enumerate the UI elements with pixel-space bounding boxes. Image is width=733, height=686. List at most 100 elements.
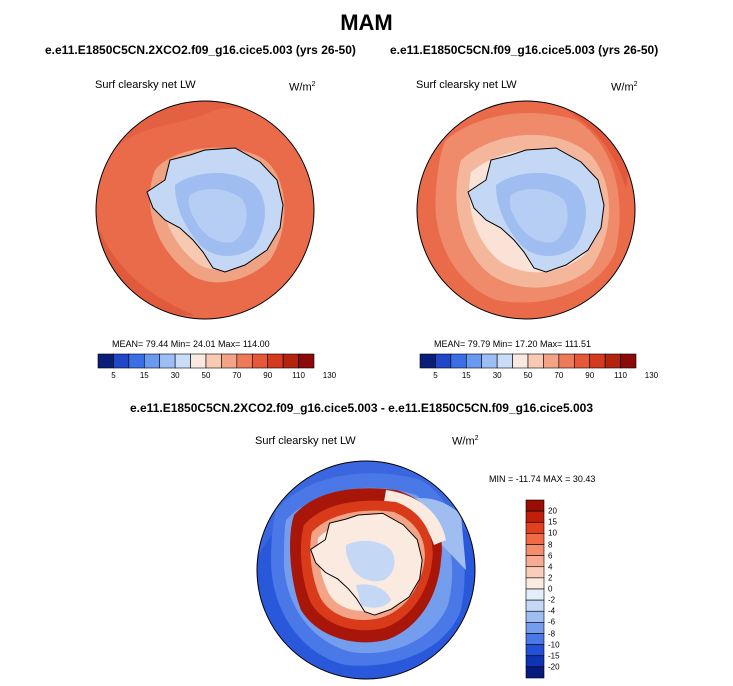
panel2-colorbar-box xyxy=(543,353,560,369)
panel3-coastline xyxy=(310,512,423,616)
panel1-units: W/m2 xyxy=(289,81,316,94)
panel3-colorbar-tick-label: 20 xyxy=(548,506,557,516)
panel2-colorbar-box xyxy=(589,353,606,369)
panel2-colorbar-box xyxy=(512,353,529,369)
panel2-coastline xyxy=(467,147,605,273)
panel2-colorbar-box xyxy=(465,353,483,369)
panel1-stats: MEAN= 79.44 Min= 24.01 Max= 114.00 xyxy=(112,339,270,349)
panel1-polar-map xyxy=(95,100,315,320)
panel3-colorbar-tick-label: -4 xyxy=(548,606,556,616)
panel3-colorbar-tick-label: -10 xyxy=(548,640,560,650)
panel3-colorbar-tick-label: -2 xyxy=(548,595,556,605)
panel3-colorbar-tick-label: -20 xyxy=(548,662,560,672)
panel2-title: e.e11.E1850C5CN.f09_g16.cice5.003 (yrs 2… xyxy=(390,43,659,57)
panel3-colorbar-tick-label: -8 xyxy=(548,629,556,638)
panel2-colorbar-box xyxy=(496,353,513,369)
panel2-colorbar-tick-label: 15 xyxy=(461,371,471,380)
panel3-title: e.e11.E1850C5CN.2XCO2.f09_g16.cice5.003 … xyxy=(130,401,593,415)
panel2-colorbar-box xyxy=(573,353,591,369)
panel1-colorbar xyxy=(97,353,315,369)
panel3-colorbar-tick-label: 6 xyxy=(548,551,553,561)
panel3-colorbar-box xyxy=(525,510,545,523)
panel3-colorbar-box xyxy=(525,588,545,601)
panel1-colorbar-tick-label: 30 xyxy=(170,371,180,380)
panel2-colorbar-tick-label: 5 xyxy=(433,371,438,380)
panel3-colorbar-box xyxy=(525,622,545,634)
panel3-colorbar-box xyxy=(525,521,545,534)
panel3-colorbar-tick-label: -6 xyxy=(548,617,556,627)
panel1-map-border xyxy=(95,100,315,320)
panel3-colorbar-tick-label: 4 xyxy=(548,562,553,572)
panel1-colorbar-tick-label: 50 xyxy=(201,371,211,380)
panel2-colorbar-box xyxy=(481,353,498,369)
panel3-colorbar-box xyxy=(525,544,545,556)
panel2-colorbar-tick-label: 30 xyxy=(492,371,502,380)
panel3-colorbar-box xyxy=(525,644,545,657)
panel1-warm-band xyxy=(96,101,314,170)
panel2-colorbar-ticks: 5 15 30 50 70 90 110 130 xyxy=(420,371,658,383)
panel1-coastline xyxy=(146,147,284,273)
panel1-colorbar-tick-label: 70 xyxy=(232,371,242,380)
panel3-colorbar-box xyxy=(525,633,545,645)
panel3-colorbar xyxy=(525,499,545,679)
panel2-colorbar-tick-label: 90 xyxy=(585,371,595,380)
panel1-colorbar-box xyxy=(251,353,269,369)
panel1-colorbar-ticks: 5 15 30 50 70 90 110 130 xyxy=(98,371,336,383)
panel3-colorbar-box xyxy=(525,666,545,679)
panel3-colorbar-box xyxy=(525,533,545,545)
panel2-variable-label: Surf clearsky net LW xyxy=(416,79,517,91)
panel3-colorbar-tick-label: 10 xyxy=(548,528,557,538)
panel3-colorbar-box xyxy=(525,655,545,668)
panel1-title: e.e11.E1850C5CN.2XCO2.f09_g16.cice5.003 … xyxy=(45,43,356,57)
panel3-colorbar-box xyxy=(525,555,545,568)
panel2-colorbar-box xyxy=(435,353,452,369)
panel3-colorbar-tick-label: 8 xyxy=(548,540,553,549)
panel3-variable-label: Surf clearsky net LW xyxy=(255,435,356,447)
panel3-colorbar-box xyxy=(525,566,545,579)
panel3-units: W/m2 xyxy=(452,435,479,448)
panel1-colorbar-box xyxy=(298,353,315,369)
panel1-colorbar-box xyxy=(97,353,114,369)
panel1-colorbar-tick-label: 90 xyxy=(263,371,273,380)
panel1-colorbar-box xyxy=(159,353,176,369)
panel3-colorbar-ticks: 20 15 10 8 6 4 2 0 -2 -4 -6 -8 -10 -15 -20 xyxy=(548,500,578,678)
panel2-colorbar-box xyxy=(527,353,544,369)
panel1-colorbar-box xyxy=(174,353,191,369)
panel1-colorbar-box xyxy=(236,353,253,369)
panel2-colorbar xyxy=(419,353,637,369)
panel3-colorbar-tick-label: 0 xyxy=(548,584,553,594)
panel1-colorbar-box xyxy=(128,353,145,369)
panel3-colorbar-box xyxy=(525,599,545,612)
panel3-colorbar-tick-label: 15 xyxy=(548,517,557,527)
panel2-stats: MEAN= 79.79 Min= 17.20 Max= 111.51 xyxy=(434,339,592,349)
panel3-stats: MIN = -11.74 MAX = 30.43 xyxy=(489,474,596,484)
panel1-colorbar-box xyxy=(143,353,161,369)
panel1-colorbar-tick-label: 110 xyxy=(292,371,305,380)
panel1-colorbar-box xyxy=(205,353,222,369)
panel3-polar-map xyxy=(256,460,476,680)
panel2-colorbar-tick-label: 70 xyxy=(554,371,564,380)
season-title: MAM xyxy=(340,10,393,35)
panel1-colorbar-box xyxy=(221,353,238,369)
panel2-colorbar-tick-label: 50 xyxy=(523,371,533,380)
panel2-colorbar-box xyxy=(558,353,575,369)
panel3-colorbar-box xyxy=(525,499,545,512)
panel1-colorbar-tick-label: 5 xyxy=(111,371,116,380)
panel2-colorbar-tick-label: 110 xyxy=(614,371,627,380)
panel2-colorbar-box xyxy=(604,353,621,369)
panel2-map-border xyxy=(416,100,636,320)
panel1-colorbar-box xyxy=(267,353,284,369)
panel2-colorbar-box xyxy=(620,353,637,369)
panel2-polar-map xyxy=(416,100,636,320)
panel2-colorbar-box xyxy=(450,353,467,369)
panel1-colorbar-tick-label: 130 xyxy=(322,371,337,380)
panel1-colorbar-box xyxy=(190,353,207,369)
panel1-variable-label: Surf clearsky net LW xyxy=(95,79,196,91)
panel3-colorbar-box xyxy=(525,577,545,590)
panel1-colorbar-box xyxy=(113,353,130,369)
panel3-colorbar-tick-label: 2 xyxy=(548,573,553,583)
panel2-units: W/m2 xyxy=(611,81,638,94)
panel3-map-border xyxy=(256,460,476,680)
panel3-colorbar-box xyxy=(525,610,545,623)
panel2-colorbar-tick-label: 130 xyxy=(644,371,659,380)
